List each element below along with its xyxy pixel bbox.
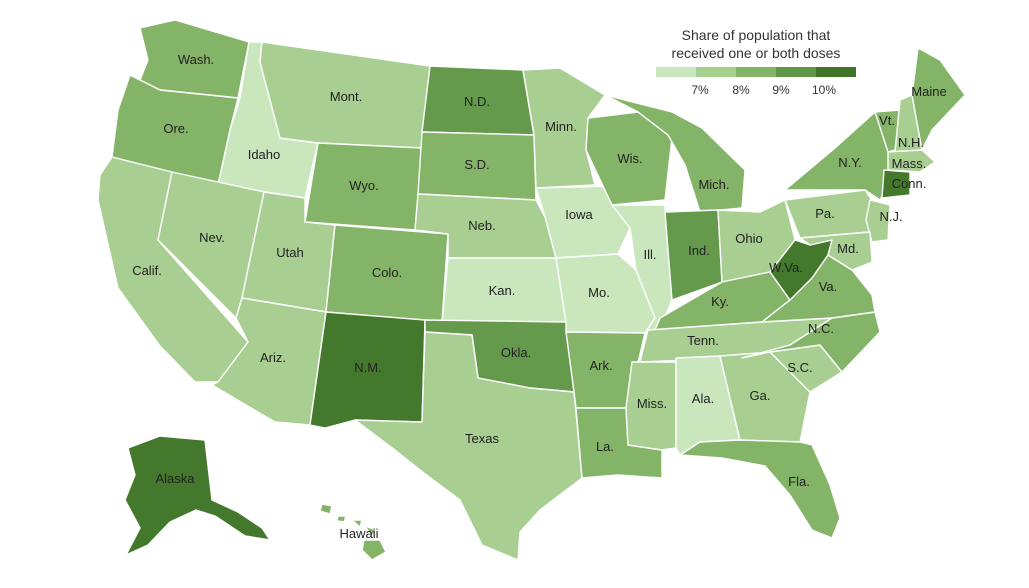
label-NM: N.M. bbox=[354, 360, 381, 375]
label-LA: La. bbox=[596, 439, 614, 454]
label-CO: Colo. bbox=[372, 265, 402, 280]
label-VA: Va. bbox=[819, 279, 838, 294]
label-CT: Conn. bbox=[892, 176, 927, 191]
states-layer bbox=[97, 19, 966, 561]
label-MT: Mont. bbox=[330, 89, 363, 104]
label-MA: Mass. bbox=[892, 156, 927, 171]
legend-tick-10: 10% bbox=[812, 83, 836, 97]
legend-tick-7: 7% bbox=[691, 83, 709, 97]
state-NJ[interactable] bbox=[865, 199, 891, 243]
label-HI: Hawaii bbox=[339, 526, 378, 541]
label-FL: Fla. bbox=[788, 474, 810, 489]
label-ME: Maine bbox=[911, 84, 946, 99]
label-MI: Mich. bbox=[698, 177, 729, 192]
label-OR: Ore. bbox=[163, 121, 188, 136]
label-TN: Tenn. bbox=[687, 333, 719, 348]
label-NE: Neb. bbox=[468, 218, 495, 233]
label-AK: Alaska bbox=[155, 471, 195, 486]
state-CT[interactable] bbox=[881, 169, 911, 199]
legend-title-line2: received one or both doses bbox=[672, 45, 841, 61]
label-GA: Ga. bbox=[750, 388, 771, 403]
label-ND: N.D. bbox=[464, 94, 490, 109]
label-UT: Utah bbox=[276, 245, 303, 260]
label-MO: Mo. bbox=[588, 285, 610, 300]
label-WA: Wash. bbox=[178, 52, 214, 67]
legend-tick-9: 9% bbox=[772, 83, 790, 97]
label-KS: Kan. bbox=[489, 283, 516, 298]
label-OH: Ohio bbox=[735, 231, 762, 246]
label-NJ: N.J. bbox=[879, 209, 902, 224]
label-WV: W.Va. bbox=[769, 260, 803, 275]
label-VT: Vt. bbox=[879, 113, 895, 128]
label-KY: Ky. bbox=[711, 294, 729, 309]
state-MA[interactable] bbox=[887, 149, 936, 173]
label-MN: Minn. bbox=[545, 119, 577, 134]
label-AZ: Ariz. bbox=[260, 350, 286, 365]
label-ID: Idaho bbox=[248, 147, 281, 162]
state-AK[interactable] bbox=[124, 435, 271, 556]
label-CA: Calif. bbox=[132, 263, 162, 278]
label-IN: Ind. bbox=[688, 243, 710, 258]
label-IA: Iowa bbox=[565, 207, 593, 222]
state-MD[interactable] bbox=[799, 231, 873, 271]
label-AR: Ark. bbox=[589, 358, 612, 373]
state-NC[interactable] bbox=[741, 311, 881, 373]
state-TX[interactable] bbox=[354, 331, 583, 561]
state-HI[interactable] bbox=[319, 503, 387, 561]
label-PA: Pa. bbox=[815, 206, 835, 221]
label-MD: Md. bbox=[837, 241, 859, 256]
state-FL[interactable] bbox=[679, 439, 841, 539]
label-NH: N.H. bbox=[898, 135, 924, 150]
label-AL: Ala. bbox=[692, 391, 714, 406]
state-labels-layer: Wash. Ore. Calif. Idaho Nev. Mont. Wyo. … bbox=[132, 52, 947, 541]
label-MS: Miss. bbox=[637, 396, 667, 411]
label-IL: Ill. bbox=[644, 247, 657, 262]
legend-swatch-3 bbox=[736, 67, 776, 77]
color-legend: Share of population that received one or… bbox=[656, 27, 856, 97]
legend-swatch-2 bbox=[696, 67, 736, 77]
label-OK: Okla. bbox=[501, 345, 531, 360]
legend-swatch-4 bbox=[776, 67, 816, 77]
label-NY: N.Y. bbox=[838, 155, 862, 170]
label-SC: S.C. bbox=[787, 360, 812, 375]
legend-swatch-5 bbox=[816, 67, 856, 77]
label-SD: S.D. bbox=[464, 157, 489, 172]
label-TX: Texas bbox=[465, 431, 499, 446]
label-WI: Wis. bbox=[617, 151, 642, 166]
legend-swatch-1 bbox=[656, 67, 696, 77]
label-NC: N.C. bbox=[808, 321, 834, 336]
legend-tick-8: 8% bbox=[732, 83, 750, 97]
legend-title-line1: Share of population that bbox=[682, 27, 831, 43]
label-WY: Wyo. bbox=[349, 178, 379, 193]
label-NV: Nev. bbox=[199, 230, 225, 245]
